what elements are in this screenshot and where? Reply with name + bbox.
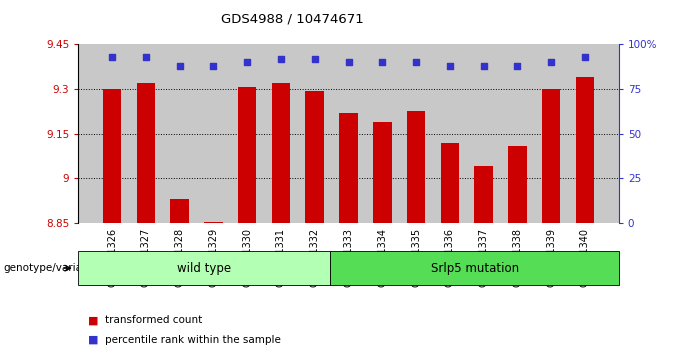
Bar <box>103 89 121 223</box>
Point <box>411 59 422 65</box>
Bar <box>170 199 189 223</box>
Point <box>208 63 219 69</box>
Bar <box>407 111 426 223</box>
Text: GDS4988 / 10474671: GDS4988 / 10474671 <box>221 12 364 25</box>
Text: transformed count: transformed count <box>105 315 203 325</box>
Bar <box>339 113 358 223</box>
Bar <box>475 166 493 223</box>
Bar <box>305 91 324 223</box>
Point <box>140 54 151 59</box>
Bar <box>137 83 155 223</box>
Point <box>107 54 118 59</box>
Bar <box>238 87 256 223</box>
Point <box>478 63 489 69</box>
Point <box>512 63 523 69</box>
Point <box>309 56 320 61</box>
Bar <box>441 143 459 223</box>
Point <box>445 63 456 69</box>
Bar <box>373 122 392 223</box>
Point <box>275 56 286 61</box>
Point <box>377 59 388 65</box>
Point <box>343 59 354 65</box>
Point <box>174 63 185 69</box>
Bar <box>542 89 560 223</box>
Text: wild type: wild type <box>177 262 231 275</box>
Point <box>241 59 252 65</box>
Bar <box>204 222 222 223</box>
Text: ■: ■ <box>88 335 99 345</box>
Point <box>546 59 557 65</box>
Point <box>579 54 590 59</box>
Bar <box>576 77 594 223</box>
Text: genotype/variation: genotype/variation <box>3 263 103 273</box>
Bar <box>271 83 290 223</box>
Text: Srlp5 mutation: Srlp5 mutation <box>430 262 519 275</box>
Bar <box>508 145 527 223</box>
Text: percentile rank within the sample: percentile rank within the sample <box>105 335 282 345</box>
Text: ■: ■ <box>88 315 99 325</box>
